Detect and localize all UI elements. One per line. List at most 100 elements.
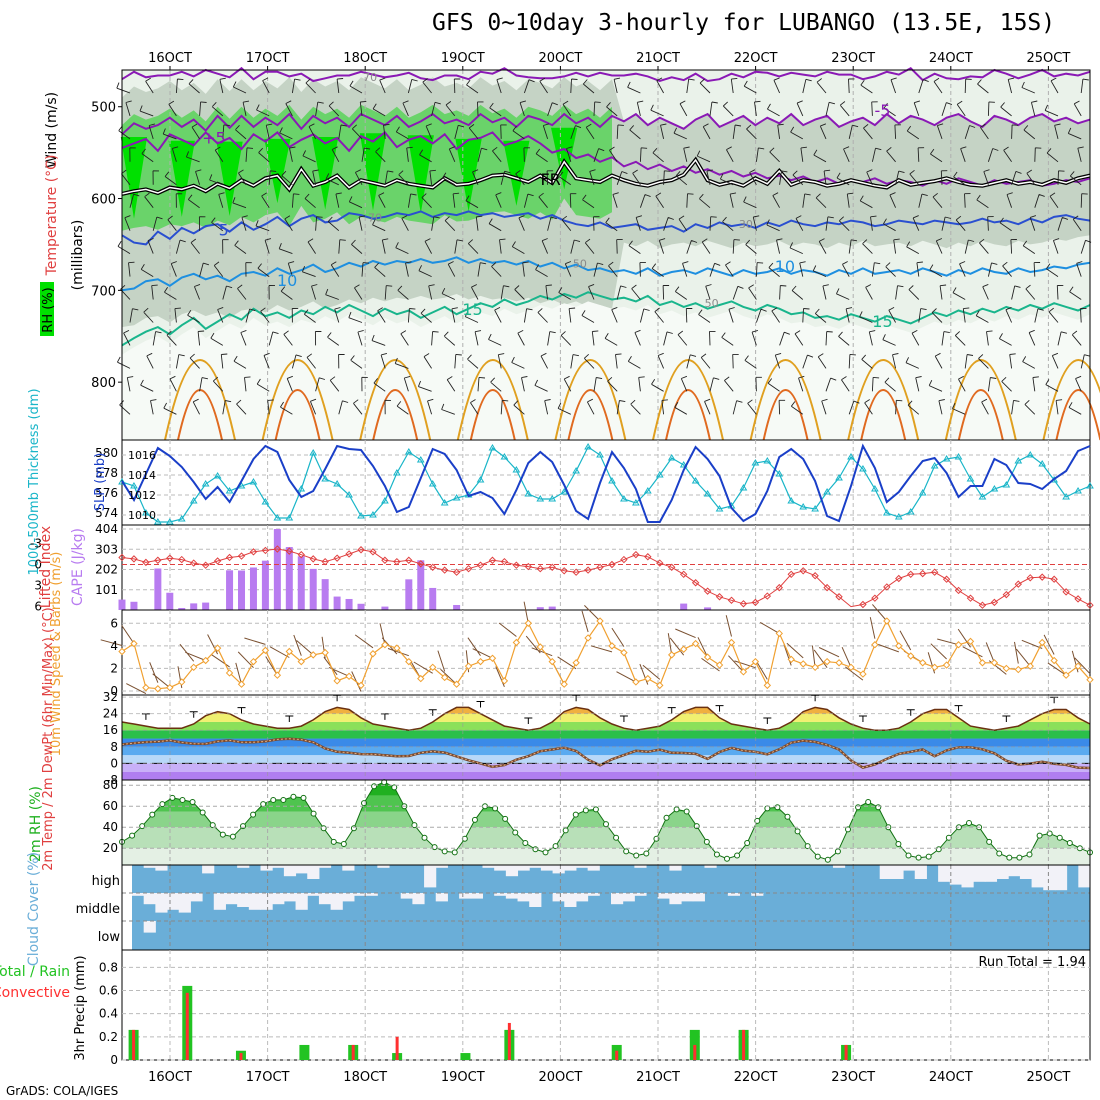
thickness-point xyxy=(213,472,222,479)
precip-tick-label: 0.2 xyxy=(99,1030,118,1044)
precip-conv-bar xyxy=(507,1022,511,1060)
li-point xyxy=(871,594,879,602)
wind-speed-point xyxy=(488,654,497,662)
rh-point xyxy=(229,833,236,840)
temp-minmax-tick xyxy=(763,717,772,725)
upper-ylabel-rh: RH (%) xyxy=(41,287,56,332)
li-point xyxy=(249,548,258,556)
isotherm-15 xyxy=(121,291,1091,347)
thickness-point xyxy=(643,487,652,494)
cloud-layer-cell xyxy=(143,921,156,933)
rh-point xyxy=(734,852,741,859)
upper-ylabel-temp: Temperature (°C) xyxy=(44,155,60,277)
cloud-layer-cell xyxy=(295,865,308,874)
thickness-point xyxy=(906,508,915,515)
precip-conv-bar xyxy=(351,1044,355,1060)
thickness-point xyxy=(871,485,879,492)
rh-point xyxy=(310,810,317,817)
wind-speed-point xyxy=(548,657,556,666)
thickness-point xyxy=(416,456,425,463)
li-point xyxy=(452,568,461,576)
rh-point xyxy=(300,794,307,801)
wind-speed-point xyxy=(596,617,604,625)
cloud-layer-cell xyxy=(155,865,168,871)
li-point xyxy=(703,587,712,595)
contour-label: 15 xyxy=(462,300,482,319)
thickness-point xyxy=(620,495,628,502)
li-line xyxy=(121,548,1091,608)
li-point xyxy=(715,593,724,601)
cloud-layer-cell xyxy=(459,893,472,899)
thickness-point xyxy=(285,514,294,521)
rh-point xyxy=(875,804,882,811)
li-point xyxy=(476,561,485,569)
cape-bar xyxy=(130,601,138,610)
rh-point xyxy=(925,853,932,860)
rh-point xyxy=(1016,854,1023,861)
cloud-layer-cell xyxy=(307,893,320,896)
thickness-frame xyxy=(121,439,1091,526)
li-point xyxy=(405,556,413,564)
cloud-layer-cell xyxy=(938,865,951,882)
li-point xyxy=(918,569,927,578)
thickness-point xyxy=(799,503,808,510)
slp-tick-label: 1010 xyxy=(128,509,156,522)
contour-label: 70 xyxy=(363,71,377,84)
wind-speed-point xyxy=(393,644,401,652)
wind-speed-point xyxy=(739,668,748,676)
rh-point xyxy=(209,822,216,829)
temp-band xyxy=(122,755,1090,764)
temp-tick-label: 0 xyxy=(110,756,118,770)
temp-band xyxy=(122,771,1090,780)
temp-tick-label: 8 xyxy=(110,740,118,754)
thickness-tick-label: 576 xyxy=(95,486,118,500)
wind-speed-point xyxy=(691,639,700,648)
temp-tick-label: -8 xyxy=(106,773,118,787)
li-point xyxy=(548,563,556,571)
upper-ylabel-wind: Wind (m/s) xyxy=(44,92,60,168)
cape-bar xyxy=(261,560,269,610)
rh-point xyxy=(512,829,519,836)
thickness-point xyxy=(1086,482,1094,489)
top-tick-label: 19OCT xyxy=(441,51,485,66)
li-point xyxy=(620,555,628,564)
thickness-point xyxy=(1002,481,1011,488)
wind-speed-point xyxy=(357,681,365,690)
cape-bar xyxy=(357,603,365,610)
cape-bar xyxy=(548,606,556,610)
rh-point xyxy=(552,843,559,850)
wind-speed-point xyxy=(668,651,676,659)
temp-band xyxy=(122,738,1090,747)
upper-ytick-label: 800 xyxy=(91,376,116,391)
wind-speed-point xyxy=(321,648,329,657)
li-point xyxy=(679,570,688,579)
wind-speed-point xyxy=(1014,665,1023,674)
cloud-layer-cell xyxy=(178,893,191,913)
cloud-layer-cell xyxy=(494,893,507,896)
li-point xyxy=(464,564,473,573)
rh-point xyxy=(199,809,206,816)
cape-bar xyxy=(154,568,162,610)
wind-speed-point xyxy=(1074,662,1082,670)
wind-speed-point xyxy=(871,641,879,649)
li-point xyxy=(763,592,772,600)
wind-speed-point xyxy=(381,641,389,649)
thickness-point xyxy=(560,488,569,495)
cape-bar xyxy=(309,568,317,610)
cloud-layer-label: middle xyxy=(76,902,120,917)
li-point xyxy=(488,556,497,564)
upper-wind-barbs xyxy=(116,77,1092,415)
isotherm-5 xyxy=(121,210,1091,246)
cloud-layer-cell xyxy=(587,865,600,871)
cape-bar xyxy=(166,592,174,610)
rh-point xyxy=(169,794,176,801)
cloud-layer-cell xyxy=(961,865,974,888)
li-point xyxy=(787,570,795,579)
dewpoint-line xyxy=(121,737,1091,770)
wind-speed-point xyxy=(847,663,855,672)
thickness-point xyxy=(357,512,365,519)
li-point xyxy=(345,550,353,558)
temp-minmax-tick xyxy=(285,715,294,722)
rh-point xyxy=(159,801,166,808)
contour-label: 50 xyxy=(705,297,719,310)
